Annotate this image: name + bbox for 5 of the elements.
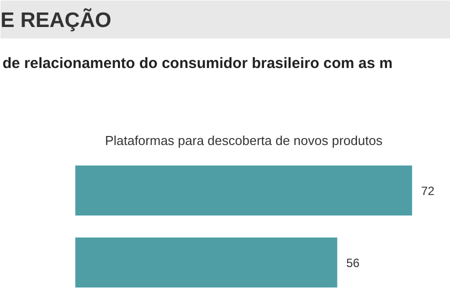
data-label: 56 [346, 256, 360, 270]
chart-subtitle: de relacionamento do consumidor brasileiro com as m [2, 55, 393, 72]
chart-title: E REAÇÃO [0, 8, 112, 32]
text: Plataformas para descoberta de novos produtos [104, 133, 383, 148]
data-label: 72 [421, 184, 435, 198]
